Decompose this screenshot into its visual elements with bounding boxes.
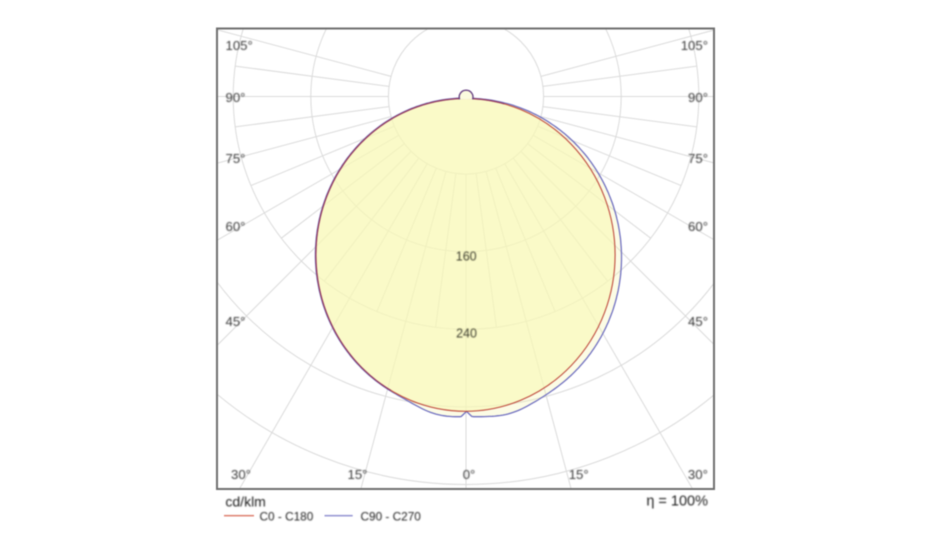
- svg-text:75°: 75°: [688, 151, 708, 166]
- svg-text:90°: 90°: [688, 90, 708, 105]
- svg-text:15°: 15°: [348, 467, 368, 482]
- svg-text:30°: 30°: [688, 467, 708, 482]
- svg-text:105°: 105°: [681, 38, 708, 53]
- svg-text:160: 160: [456, 249, 477, 263]
- svg-text:30°: 30°: [231, 467, 251, 482]
- svg-text:η = 100%: η = 100%: [646, 494, 708, 510]
- svg-text:60°: 60°: [226, 219, 246, 234]
- svg-text:45°: 45°: [688, 314, 708, 329]
- svg-text:60°: 60°: [688, 219, 708, 234]
- svg-text:105°: 105°: [226, 38, 253, 53]
- svg-text:15°: 15°: [569, 467, 589, 482]
- svg-text:75°: 75°: [226, 151, 246, 166]
- svg-text:90°: 90°: [226, 90, 246, 105]
- svg-text:0°: 0°: [463, 467, 476, 482]
- svg-text:C90 - C270: C90 - C270: [361, 510, 422, 524]
- svg-text:45°: 45°: [226, 314, 246, 329]
- svg-text:C0 - C180: C0 - C180: [260, 510, 314, 524]
- svg-text:cd/klm: cd/klm: [225, 494, 265, 510]
- svg-text:240: 240: [456, 327, 477, 341]
